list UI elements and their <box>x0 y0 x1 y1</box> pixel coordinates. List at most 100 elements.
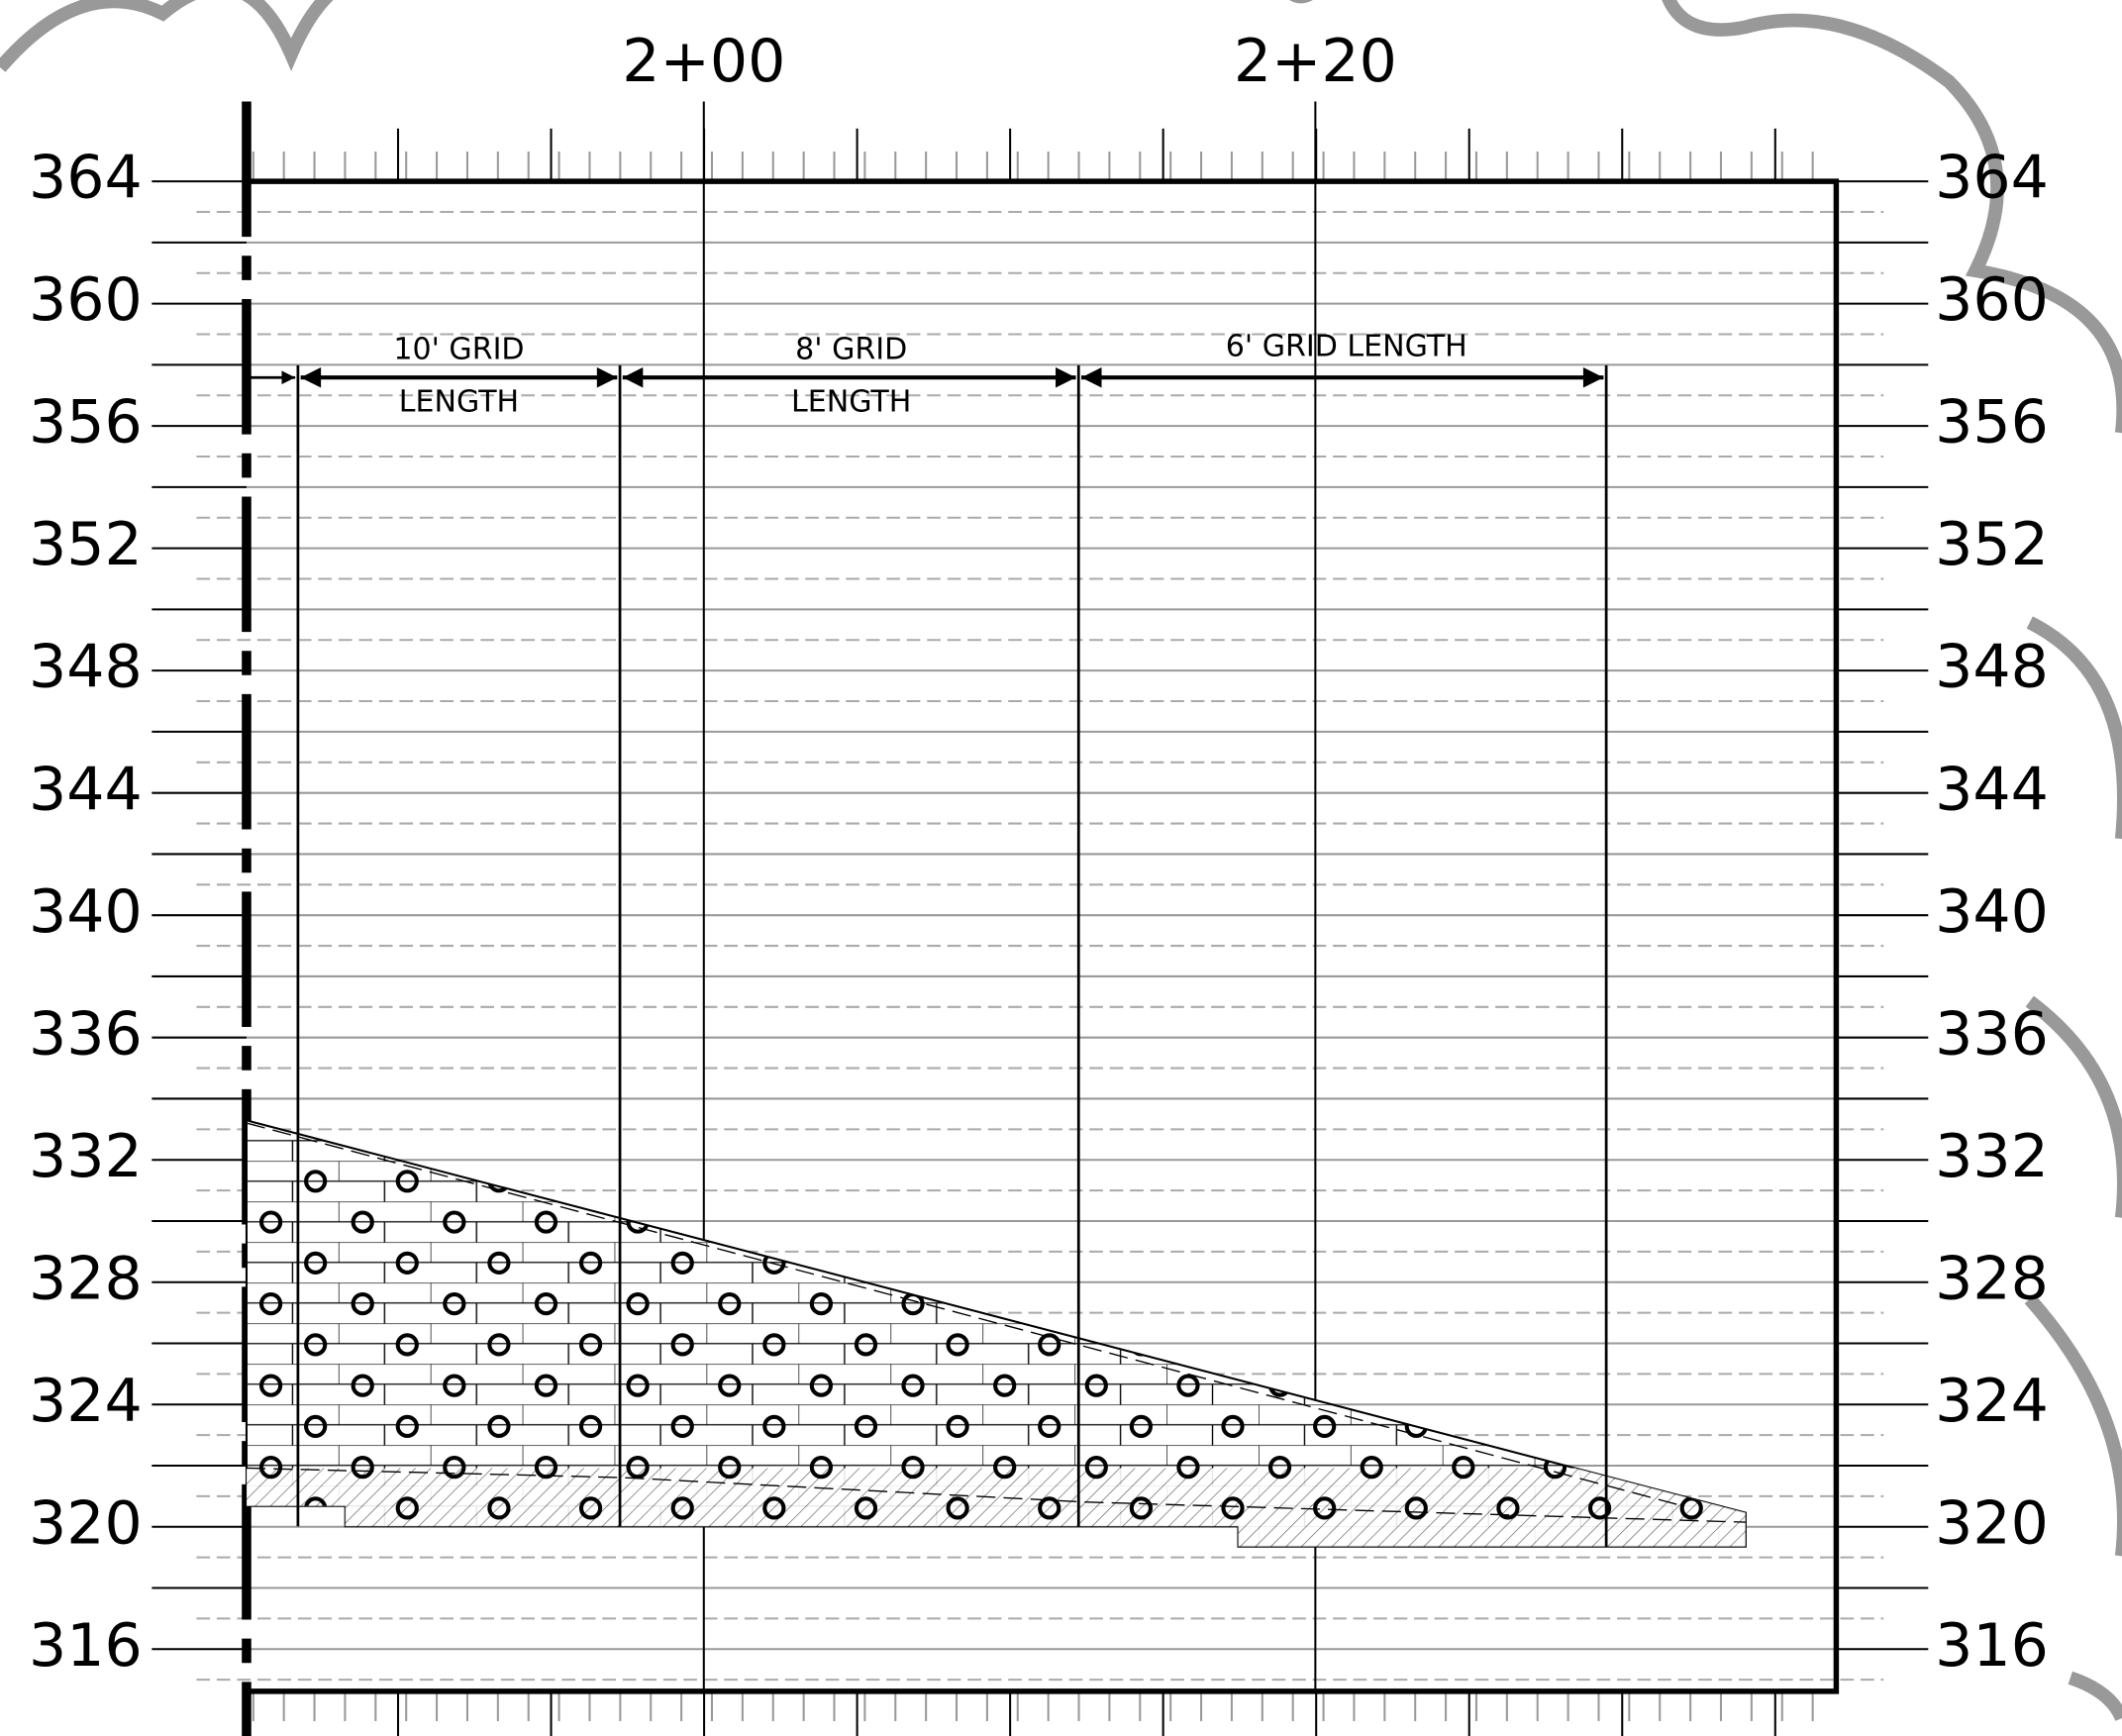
geogrid-marker <box>534 1291 558 1316</box>
elevation-label: 364 <box>29 144 143 213</box>
geogrid-marker <box>1038 1170 1061 1193</box>
geogrid-marker <box>854 1251 878 1275</box>
geogrid-marker <box>395 1414 419 1438</box>
geogrid-marker <box>1543 1291 1567 1316</box>
annotation: 8' GRID <box>795 332 907 366</box>
geogrid-marker <box>443 1456 466 1480</box>
geogrid-marker <box>1176 1374 1200 1397</box>
geogrid-marker <box>1038 1414 1061 1438</box>
geogrid-marker <box>670 1414 694 1438</box>
elevation-label: 364 <box>1935 144 2049 213</box>
elevation-label: 320 <box>1935 1488 2049 1558</box>
geogrid-marker <box>946 1333 969 1357</box>
geogrid-marker <box>854 1333 878 1357</box>
geogrid-marker <box>258 1210 283 1234</box>
geogrid-marker <box>1313 1251 1337 1275</box>
geogrid-marker <box>1404 1251 1428 1275</box>
elevation-label: 328 <box>29 1244 143 1313</box>
geogrid-marker <box>626 1291 650 1316</box>
geogrid-marker <box>1221 1333 1245 1357</box>
geogrid-marker <box>578 1333 603 1357</box>
geogrid-marker <box>626 1374 650 1397</box>
geogrid-marker <box>304 1414 328 1438</box>
geogrid-marker <box>1727 1210 1746 1234</box>
geogrid-marker <box>395 1496 419 1520</box>
elevation-label: 332 <box>1935 1122 2049 1191</box>
geogrid-marker <box>1267 1291 1292 1316</box>
geogrid-marker <box>762 1170 786 1193</box>
geogrid-marker <box>1679 1251 1703 1275</box>
geogrid-marker <box>854 1414 878 1438</box>
geogrid-marker <box>718 1374 742 1397</box>
geogrid-marker <box>1084 1210 1108 1234</box>
geogrid-marker <box>534 1210 558 1234</box>
elevation-label: 360 <box>29 265 143 335</box>
geogrid-marker <box>1679 1496 1703 1520</box>
geogrid-marker <box>901 1210 925 1234</box>
geogrid-marker <box>946 1496 969 1520</box>
geogrid-marker <box>487 1251 511 1275</box>
geogrid-marker <box>1543 1210 1567 1234</box>
geogrid-marker <box>1129 1170 1154 1193</box>
geogrid-marker <box>1679 1170 1703 1193</box>
geogrid-marker <box>993 1374 1017 1397</box>
elevation-label: 316 <box>1935 1611 2049 1681</box>
geogrid-marker <box>1360 1374 1383 1397</box>
elevation-label: 344 <box>1935 755 2049 824</box>
geogrid-marker <box>1404 1333 1428 1357</box>
geogrid-marker <box>1313 1496 1337 1520</box>
geogrid-marker <box>304 1251 328 1275</box>
geogrid-marker <box>993 1456 1017 1480</box>
geogrid-marker <box>809 1210 834 1234</box>
geogrid-marker <box>809 1374 834 1397</box>
geogrid-marker <box>351 1210 374 1234</box>
frame <box>246 178 1840 1694</box>
elevation-label: 320 <box>29 1488 143 1558</box>
geogrid-marker <box>443 1210 466 1234</box>
reinforcement-lines <box>296 364 1608 1547</box>
geogrid-marker <box>1267 1456 1292 1480</box>
geogrid-marker <box>1129 1414 1154 1438</box>
geogrid-marker <box>1360 1210 1383 1234</box>
geogrid-marker <box>1452 1210 1475 1234</box>
geogrid-marker <box>1129 1251 1154 1275</box>
geogrid-marker <box>1635 1291 1659 1316</box>
geogrid-marker <box>1221 1170 1245 1193</box>
elevation-label: 356 <box>29 388 143 458</box>
geogrid-marker <box>1176 1291 1200 1316</box>
geogrid-marker <box>1404 1170 1428 1193</box>
geogrid-marker <box>626 1456 650 1480</box>
geogrid-marker <box>395 1251 419 1275</box>
geogrid-marker <box>1221 1496 1245 1520</box>
geogrid-marker <box>809 1291 834 1316</box>
geogrid-marker <box>809 1456 834 1480</box>
geogrid-marker <box>1496 1251 1520 1275</box>
geogrid-marker <box>395 1170 419 1193</box>
geogrid-marker <box>946 1251 969 1275</box>
geogrid-marker <box>854 1496 878 1520</box>
elevation-label: 360 <box>1935 265 2049 335</box>
geogrid-marker <box>304 1170 328 1193</box>
geogrid-marker <box>487 1333 511 1357</box>
elevation-label: 352 <box>29 510 143 579</box>
geogrid-marker <box>1679 1333 1703 1357</box>
geogrid-marker <box>487 1414 511 1438</box>
geogrid-marker <box>718 1291 742 1316</box>
geogrid-marker <box>1221 1251 1245 1275</box>
geogrid-marker <box>1452 1374 1475 1397</box>
elevation-label: 324 <box>29 1367 143 1436</box>
geogrid-marker <box>1496 1496 1520 1520</box>
geogrid-marker <box>351 1374 374 1397</box>
elevation-label: 348 <box>29 633 143 702</box>
geogrid-marker <box>1635 1374 1659 1397</box>
elevation-label: 316 <box>29 1611 143 1681</box>
elevation-label: 340 <box>29 877 143 947</box>
geogrid-marker <box>1221 1414 1245 1438</box>
station-label: 2+20 <box>1234 27 1397 96</box>
geogrid-marker <box>946 1414 969 1438</box>
geogrid-marker <box>1038 1496 1061 1520</box>
geogrid-marker <box>1452 1456 1475 1480</box>
elevation-label: 336 <box>29 999 143 1069</box>
geogrid-marker <box>762 1333 786 1357</box>
